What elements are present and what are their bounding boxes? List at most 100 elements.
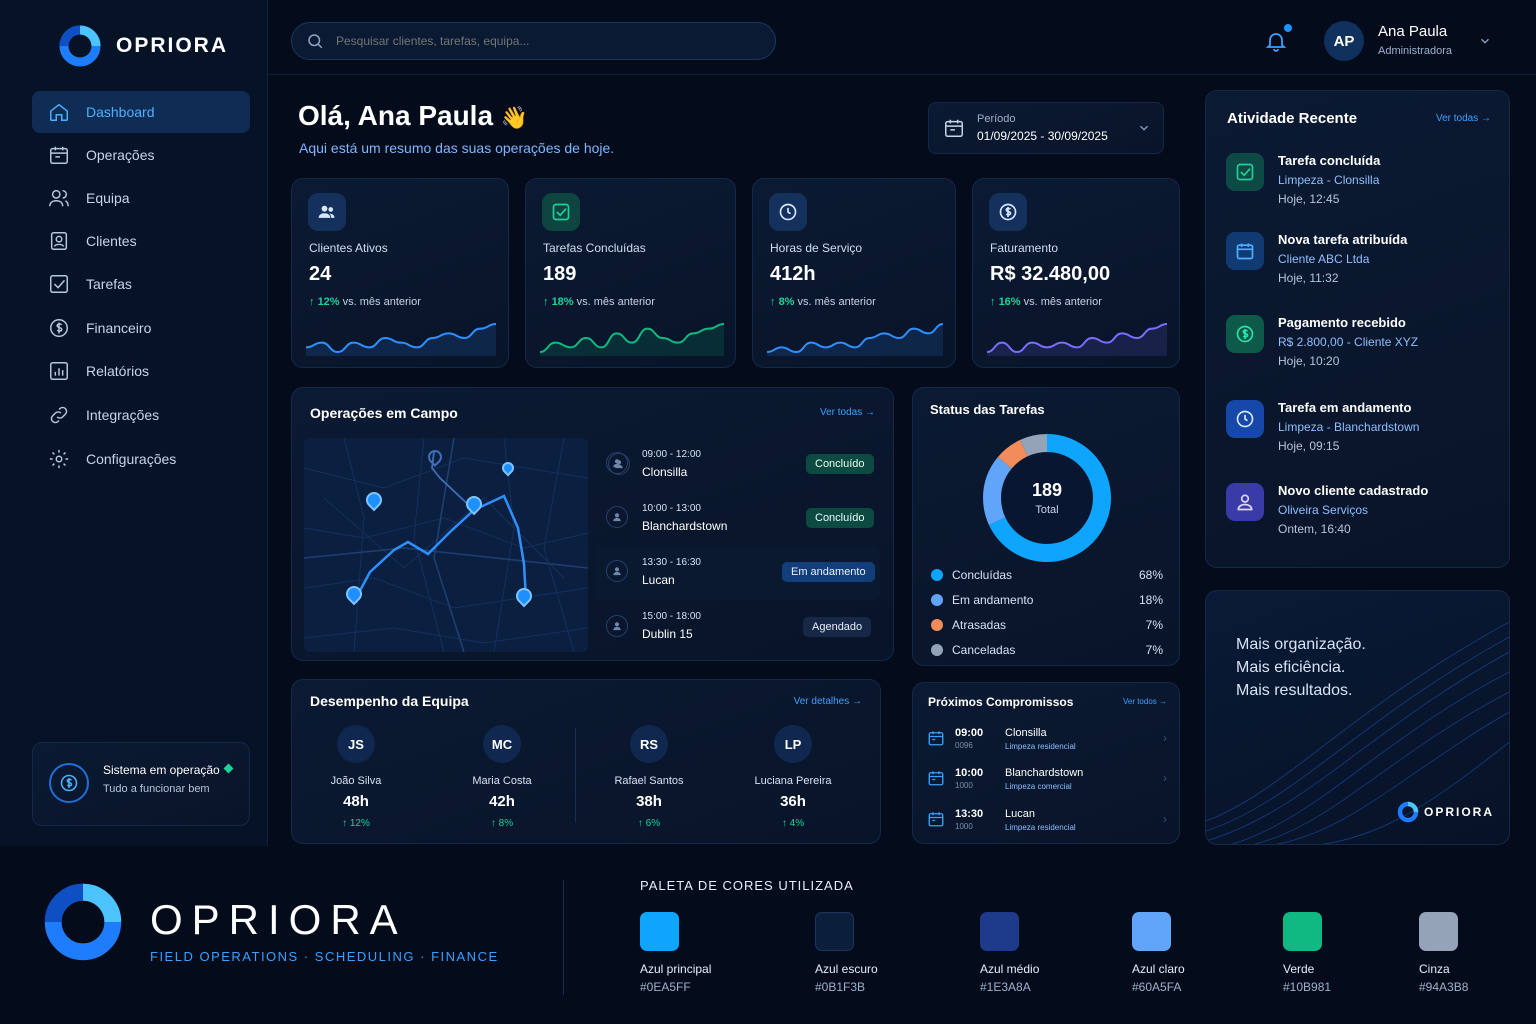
system-status-subtitle: Tudo a funcionar bem <box>103 783 210 795</box>
avatar[interactable]: AP <box>1324 21 1364 61</box>
activity-title: Pagamento recebido <box>1278 315 1406 330</box>
appointment-place: Clonsilla <box>1005 727 1047 739</box>
sidebar: OPRIORA Dashboard Operações Equipa Clien… <box>0 0 268 846</box>
clock-icon <box>769 193 807 231</box>
activity-date: Hoje, 10:20 <box>1278 354 1340 368</box>
sidebar-item-label: Configurações <box>86 451 177 467</box>
appointment-type: Limpeza residencial <box>1005 823 1076 832</box>
kpi-card-clients[interactable]: Clientes Ativos 24 ↑ 12% vs. mês anterio… <box>291 178 509 368</box>
notification-dot <box>1284 24 1292 32</box>
appointment-item[interactable]: 10:00 1000 Blanchardstown Limpeza comerc… <box>927 765 1167 801</box>
donut-slice <box>983 434 1111 562</box>
palette-swatch: Azul médio #1E3A8A <box>980 912 1039 994</box>
section-title: Desempenho da Equipa <box>310 693 469 709</box>
appointment-time-secondary: 0096 <box>955 741 973 750</box>
search-bar[interactable] <box>291 22 776 60</box>
sidebar-item-label: Equipa <box>86 190 130 206</box>
sidebar-item-label: Dashboard <box>86 104 155 120</box>
member-hours: 48h <box>343 793 369 810</box>
sidebar-item-financeiro[interactable]: Financeiro <box>32 307 250 349</box>
sidebar-item-tarefas[interactable]: Tarefas <box>32 263 250 305</box>
team-member[interactable]: LP Luciana Pereira 36h ↑ 4% <box>728 725 858 829</box>
field-ops-view-all-link[interactable]: Ver todas → <box>819 407 875 418</box>
member-name: Luciana Pereira <box>754 775 832 787</box>
status-badge: Concluído <box>806 454 874 474</box>
brand-logo[interactable] <box>58 24 102 68</box>
sparkline-area <box>987 324 1167 356</box>
sidebar-item-clientes[interactable]: Clientes <box>32 220 250 262</box>
team-details-link[interactable]: Ver detalhes → <box>793 696 862 707</box>
calendar-icon <box>1226 232 1264 270</box>
member-hours: 42h <box>489 793 515 810</box>
kpi-card-revenue[interactable]: Faturamento R$ 32.480,00 ↑ 16% vs. mês a… <box>972 178 1180 368</box>
op-time: 10:00 - 13:00 <box>642 503 701 514</box>
promo-wave-decoration <box>1206 621 1509 844</box>
search-input[interactable] <box>336 34 756 48</box>
sidebar-item-dashboard[interactable]: Dashboard <box>32 91 250 133</box>
activity-item[interactable]: Tarefa concluída Limpeza - Clonsilla Hoj… <box>1226 153 1486 223</box>
activity-date: Ontem, 16:40 <box>1278 522 1351 536</box>
kpi-delta-value: 16% <box>998 296 1021 308</box>
kpi-label: Faturamento <box>990 241 1059 255</box>
appointments-view-all-link[interactable]: Ver todos → <box>1122 697 1167 706</box>
sidebar-item-label: Financeiro <box>86 320 152 336</box>
chevron-down-icon <box>1140 125 1148 131</box>
team-member[interactable]: MC Maria Costa 42h ↑ 8% <box>437 725 567 829</box>
period-selector[interactable]: Período 01/09/2025 - 30/09/2025 <box>928 102 1164 154</box>
kpi-delta-suffix: vs. mês anterior <box>342 296 421 308</box>
check-icon <box>1226 153 1264 191</box>
donut-slice <box>983 434 1111 562</box>
member-delta: ↑ 6% <box>637 818 661 829</box>
member-delta: ↑ 4% <box>781 818 805 829</box>
appointment-item[interactable]: 09:00 0096 Clonsilla Limpeza residencial… <box>927 725 1167 761</box>
sidebar-item-label: Operações <box>86 147 155 163</box>
task-status-donut <box>983 434 1111 562</box>
appointment-item[interactable]: 13:30 1000 Lucan Limpeza residencial › <box>927 806 1167 842</box>
appointment-time: 13:30 <box>955 808 984 820</box>
team-member[interactable]: JS João Silva 48h ↑ 12% <box>291 725 421 829</box>
kpi-label: Tarefas Concluídas <box>543 241 646 255</box>
swatch-hex: #0EA5FF <box>640 980 691 994</box>
status-dot-icon <box>223 763 234 774</box>
activity-item[interactable]: Nova tarefa atribuída Cliente ABC Ltda H… <box>1226 232 1486 302</box>
legend-label: Atrasadas <box>952 618 1007 632</box>
palette-swatch: Azul claro #60A5FA <box>1132 912 1185 994</box>
member-name: Rafael Santos <box>614 775 684 787</box>
promo-line: Mais resultados. <box>1236 682 1353 699</box>
user-menu-button[interactable] <box>1478 34 1492 53</box>
legend-dot <box>931 569 943 581</box>
legend-item: Canceladas 7% <box>931 643 1163 657</box>
palette-swatch: Cinza #94A3B8 <box>1419 912 1468 994</box>
chevron-down-icon <box>1481 38 1489 44</box>
sidebar-item-label: Integrações <box>86 407 160 423</box>
sidebar-item-relatorios[interactable]: Relatórios <box>32 350 250 392</box>
kpi-card-tasks[interactable]: Tarefas Concluídas 189 ↑ 18% vs. mês ant… <box>525 178 736 368</box>
page-subtitle: Aqui está um resumo das suas operações d… <box>299 140 615 156</box>
activity-item[interactable]: Tarefa em andamento Limpeza - Blanchards… <box>1226 400 1486 470</box>
member-name: Maria Costa <box>472 775 532 787</box>
recent-view-all-link[interactable]: Ver todas → <box>1435 113 1491 124</box>
section-title: Atividade Recente <box>1227 110 1358 127</box>
kpi-card-hours[interactable]: Horas de Serviço 412h ↑ 8% vs. mês anter… <box>752 178 956 368</box>
team-member[interactable]: RS Rafael Santos 38h ↑ 6% <box>584 725 714 829</box>
legend-dot <box>931 644 943 656</box>
brand-name-small: OPRIORA <box>1424 805 1495 819</box>
avatar: MC <box>483 725 521 763</box>
legend-pct: 18% <box>1138 593 1163 607</box>
activity-item[interactable]: Novo cliente cadastrado Oliveira Serviço… <box>1226 483 1486 553</box>
swatch-color <box>1132 912 1171 951</box>
sidebar-item-equipa[interactable]: Equipa <box>32 177 250 219</box>
field-ops-map[interactable] <box>304 438 588 652</box>
status-badge: Agendado <box>803 617 872 637</box>
kpi-delta: ↑ 16% vs. mês anterior <box>990 296 1102 308</box>
swatch-name: Azul escuro <box>815 962 878 976</box>
sidebar-item-configuracoes[interactable]: Configurações <box>32 438 250 480</box>
kpi-sparkline <box>767 323 943 356</box>
notification-button[interactable] <box>1264 24 1292 56</box>
field-op-row[interactable] <box>314 447 630 493</box>
sidebar-item-integracoes[interactable]: Integrações <box>32 394 250 436</box>
appointment-time: 10:00 <box>955 767 984 779</box>
footer-divider <box>563 880 564 995</box>
sidebar-item-operacoes[interactable]: Operações <box>32 134 250 176</box>
activity-item[interactable]: Pagamento recebido R$ 2.800,00 - Cliente… <box>1226 315 1486 385</box>
